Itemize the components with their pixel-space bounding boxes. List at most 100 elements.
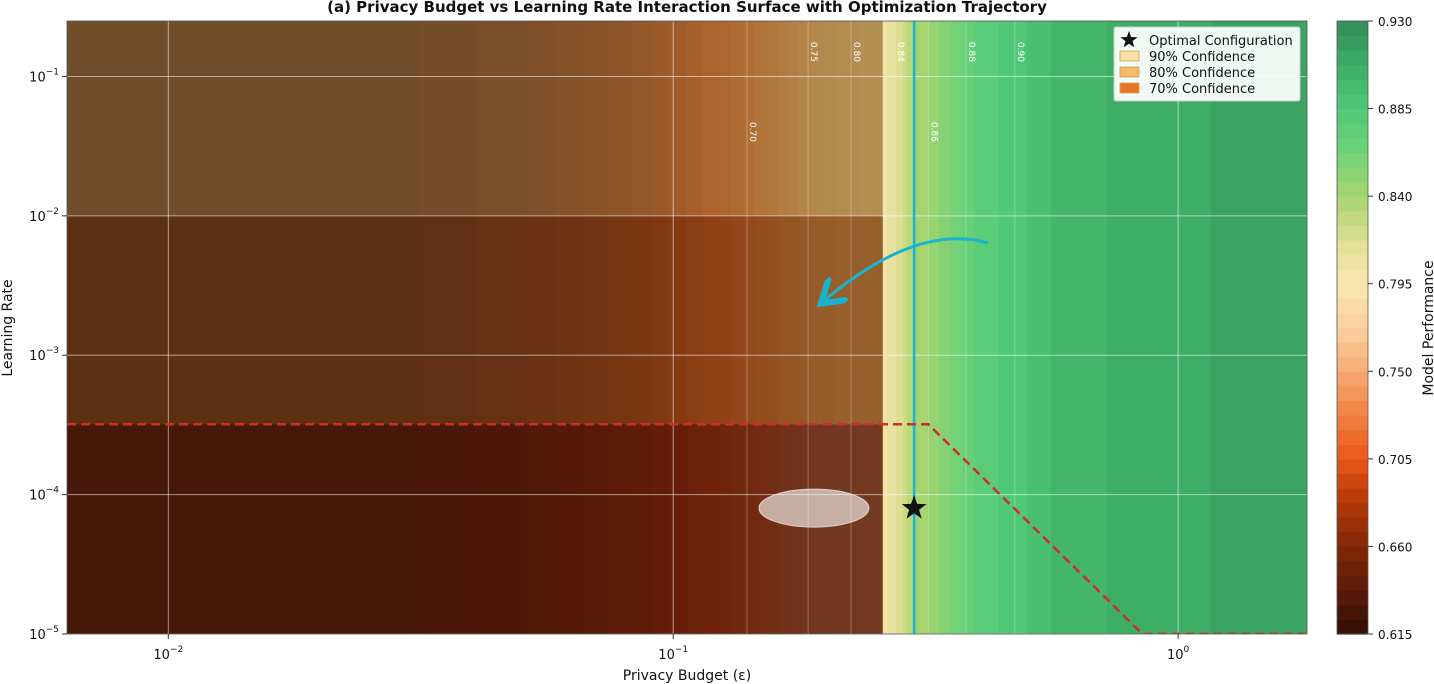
colorbar-band (1337, 546, 1368, 562)
colorbar-tick-label: 0.705 (1378, 453, 1412, 467)
legend-label-80: 80% Confidence (1149, 66, 1255, 81)
colorbar-tick-label: 0.795 (1378, 278, 1412, 292)
heatmap-band (1203, 21, 1208, 634)
heatmap-band (939, 21, 944, 634)
heatmap-band (1131, 21, 1136, 634)
heatmap-band (1287, 21, 1292, 634)
heatmap-band (1231, 21, 1236, 634)
colorbar-band (1337, 590, 1368, 606)
heatmap-band (907, 21, 912, 634)
confidence-regions (67, 21, 883, 634)
optimal-configuration-star (901, 495, 927, 519)
heatmap-band (903, 21, 908, 634)
heatmap-band (1027, 21, 1032, 634)
colorbar-band (1337, 473, 1368, 489)
heatmap-band (1179, 21, 1184, 634)
heatmap-band (1099, 21, 1104, 634)
heatmap-band (1187, 21, 1192, 634)
colorbar-band (1337, 444, 1368, 460)
legend-label-70: 70% Confidence (1149, 82, 1255, 97)
colorbar-band (1337, 385, 1368, 402)
colorbar-band (1337, 166, 1368, 183)
colorbar-tick-label: 0.660 (1378, 540, 1412, 554)
colorbar-label: Model Performance (1421, 260, 1434, 395)
colorbar-tick-label: 0.885 (1378, 103, 1412, 117)
colorbar-band (1337, 181, 1368, 197)
heatmap-band (1303, 21, 1307, 634)
legend-swatch-90 (1119, 50, 1140, 62)
heatmap-band (1171, 21, 1176, 634)
heatmap-band (967, 21, 972, 634)
legend-star-icon (1120, 31, 1138, 48)
colorbar-band (1337, 210, 1368, 226)
heatmap-band (1295, 21, 1300, 634)
optimization-trajectory-arrow (825, 237, 989, 300)
heatmap-band (927, 21, 932, 634)
heatmap-band (979, 21, 984, 634)
heatmap-band (1251, 21, 1256, 634)
contour-label: 0.84 (895, 42, 905, 62)
heatmap-band (1087, 21, 1092, 634)
colorbar: 0.930 0.885 0.840 0.795 0.750 0.705 0.660 0.615… (1336, 15, 1434, 642)
confidence-region-shade (67, 215, 883, 425)
heatmap-band (947, 21, 952, 634)
heatmap-band (1275, 21, 1280, 634)
heatmap-band (1011, 21, 1016, 634)
heatmap-band (1219, 21, 1224, 634)
heatmap-band (1115, 21, 1120, 634)
colorbar-band (1337, 137, 1368, 153)
heatmap-band (1167, 21, 1172, 634)
heatmap-band (1103, 21, 1108, 634)
boundary-dashed-line (67, 422, 1307, 634)
legend-box (1113, 26, 1301, 102)
heatmap-band (963, 21, 968, 634)
legend-swatch-70 (1119, 82, 1140, 94)
colorbar-band (1337, 458, 1368, 475)
heatmap-band (895, 21, 900, 634)
y-axis-label: Learning Rate (0, 279, 16, 376)
heatmap-band (931, 21, 936, 634)
colorbar-band (1337, 108, 1368, 124)
heatmap-band (1227, 21, 1232, 634)
heatmap-band (1119, 21, 1124, 634)
colorbar-tick-label: 0.840 (1378, 190, 1412, 204)
heatmap-band (999, 21, 1004, 634)
heatmap-band (1055, 21, 1060, 634)
heatmap-band (1183, 21, 1188, 634)
heatmap-band (1159, 21, 1164, 634)
heatmap-band (1299, 21, 1304, 634)
colorbar-band (1337, 356, 1368, 372)
heatmap-band (943, 21, 948, 634)
heatmap-band (1283, 21, 1288, 634)
x-axis-label: Privacy Budget (ε) (623, 668, 751, 684)
colorbar-band (1337, 488, 1368, 504)
colorbar-frame (1336, 20, 1369, 635)
heatmap-band (1163, 21, 1168, 634)
colorbar-tick-label: 0.615 (1378, 628, 1412, 642)
colorbar-band (1337, 619, 1368, 635)
plot-frame (66, 20, 1308, 635)
colorbar-band (1337, 79, 1368, 95)
heatmap-band (1095, 21, 1100, 634)
heatmap-band (1047, 21, 1052, 634)
legend-label-optimal: Optimal Configuration (1149, 34, 1293, 49)
heatmap-band (1195, 21, 1200, 634)
heatmap-band (923, 21, 928, 634)
colorbar-band (1337, 429, 1368, 445)
colorbar-band (1337, 502, 1368, 518)
heatmap-band (1191, 21, 1196, 634)
confidence-region-shade (67, 21, 883, 216)
heatmap-band (1215, 21, 1220, 634)
colorbar-band (1337, 327, 1368, 343)
colorbar-bands (1337, 21, 1368, 635)
legend-swatch-80 (1119, 66, 1140, 78)
y-tick-label: 10−3 (29, 346, 59, 364)
heatmap-band (1267, 21, 1272, 634)
heatmap-band (1243, 21, 1248, 634)
heatmap-band (1223, 21, 1228, 634)
colorbar-band (1337, 312, 1368, 329)
colorbar-band (1337, 64, 1368, 80)
heatmap-band (1259, 21, 1264, 634)
heatmap-band (1039, 21, 1044, 634)
